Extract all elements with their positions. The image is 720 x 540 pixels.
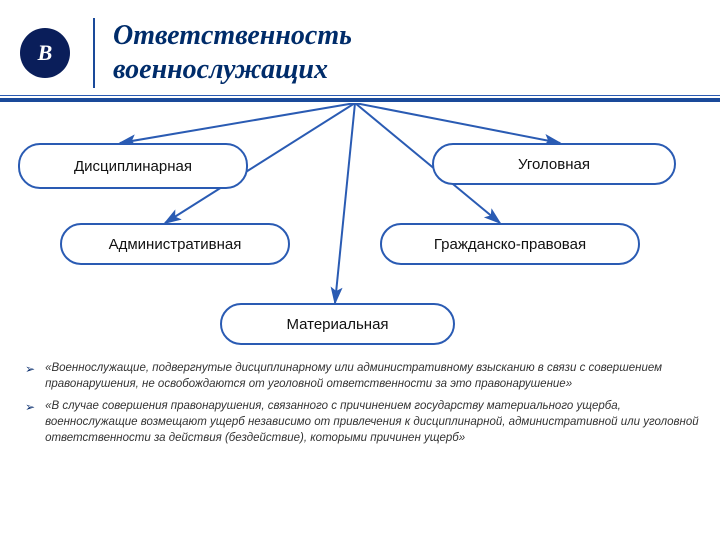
- node-civil: Гражданско-правовая: [380, 223, 640, 265]
- logo-circle: В: [20, 28, 70, 78]
- bullet-text: «В случае совершения правонарушения, свя…: [45, 398, 702, 446]
- slide-header: В Ответственность военнослужащих: [0, 0, 720, 95]
- header-band: [0, 95, 720, 103]
- node-label: Гражданско-правовая: [434, 236, 586, 253]
- bullet-item: ➢ «В случае совершения правонарушения, с…: [25, 398, 702, 446]
- node-administrative: Административная: [60, 223, 290, 265]
- bullet-item: ➢ «Военнослужащие, подвергнутые дисципли…: [25, 360, 702, 392]
- title-line1: Ответственность: [113, 20, 352, 51]
- node-criminal: Уголовная: [432, 143, 676, 185]
- diagram-area: Дисциплинарная Уголовная Административна…: [0, 103, 720, 323]
- node-label: Материальная: [286, 316, 388, 333]
- logo-wrap: В: [15, 23, 75, 83]
- arrows-svg: [0, 103, 720, 323]
- logo-text: В: [38, 40, 53, 66]
- node-material: Материальная: [220, 303, 455, 345]
- node-disciplinary: Дисциплинарная: [18, 143, 248, 189]
- node-label: Дисциплинарная: [74, 158, 192, 175]
- bullet-list: ➢ «Военнослужащие, подвергнутые дисципли…: [25, 360, 702, 452]
- bullet-text: «Военнослужащие, подвергнутые дисциплина…: [45, 360, 702, 392]
- node-label: Уголовная: [518, 156, 590, 173]
- header-divider: [93, 18, 95, 88]
- bullet-icon: ➢: [25, 399, 35, 416]
- bullet-icon: ➢: [25, 361, 35, 378]
- slide-title: Ответственность военнослужащих: [113, 19, 352, 86]
- node-label: Административная: [109, 236, 242, 253]
- title-line2: военнослужащих: [113, 54, 328, 85]
